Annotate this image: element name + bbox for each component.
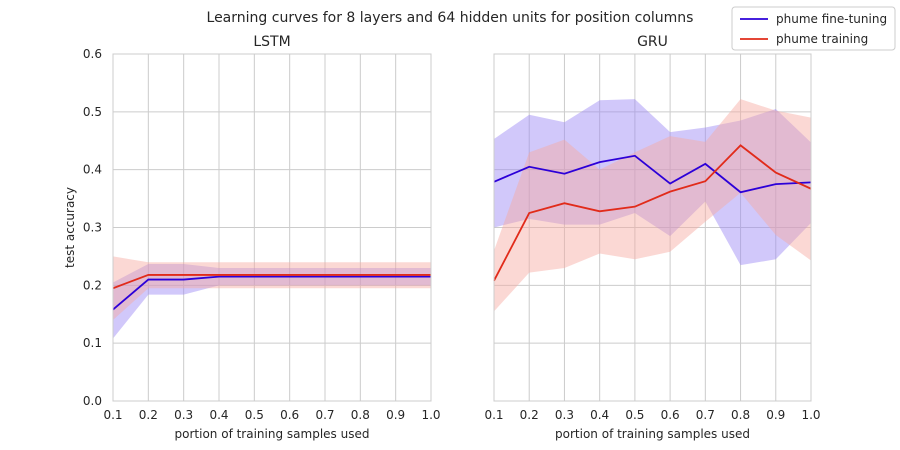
- axes-frame: [112, 53, 432, 402]
- x-tick-label: 0.2: [520, 408, 539, 422]
- band-training: [494, 99, 811, 312]
- panel-title: GRU: [637, 34, 668, 50]
- x-tick-label: 0.5: [245, 408, 264, 422]
- x-tick-label: 0.4: [209, 408, 228, 422]
- x-tick-label: 0.1: [484, 408, 503, 422]
- x-tick-label: 0.8: [731, 408, 750, 422]
- legend-label: phume training: [776, 32, 868, 46]
- legend-frame: [731, 6, 896, 51]
- y-tick-label: 0.2: [83, 278, 102, 292]
- axes-frame: [493, 53, 812, 402]
- y-tick-label: 0.0: [83, 394, 102, 408]
- legend-label: phume fine-tuning: [776, 12, 887, 26]
- band-fine-tuning: [113, 263, 431, 339]
- x-tick-label: 0.9: [766, 408, 785, 422]
- y-axis-label: test accuracy: [63, 187, 77, 268]
- y-tick-label: 0.4: [83, 163, 102, 177]
- series-line-training: [493, 144, 812, 282]
- x-tick-label: 0.6: [280, 408, 299, 422]
- band-training: [113, 256, 431, 321]
- x-tick-label: 0.8: [351, 408, 370, 422]
- x-tick-label: 0.5: [625, 408, 644, 422]
- band-fine-tuning: [494, 99, 811, 266]
- x-tick-label: 0.3: [174, 408, 193, 422]
- x-tick-label: 0.1: [103, 408, 122, 422]
- figure-suptitle: Learning curves for 8 layers and 64 hidd…: [207, 10, 694, 26]
- panel-title: LSTM: [253, 34, 290, 50]
- series-line-training: [112, 274, 431, 290]
- y-tick-label: 0.5: [83, 105, 102, 119]
- x-tick-label: 1.0: [801, 408, 820, 422]
- series-line-fine-tuning: [493, 154, 812, 194]
- x-tick-label: 0.7: [696, 408, 715, 422]
- panel-lstm: 0.1 0.2 0.3 0.4 0.5 0.6 0.7 0.8 0.9 1.00.00.10.20…: [63, 34, 441, 441]
- x-tick-label: 0.3: [555, 408, 574, 422]
- x-axis-label: portion of training samples used: [555, 427, 750, 441]
- x-tick-label: 0.2: [139, 408, 158, 422]
- y-tick-label: 0.6: [83, 47, 102, 61]
- x-axis-label: portion of training samples used: [175, 427, 370, 441]
- x-tick-label: 0.4: [590, 408, 609, 422]
- x-tick-label: 0.9: [386, 408, 405, 422]
- x-tick-label: 0.6: [661, 408, 680, 422]
- legend: phume fine-tuning phume training: [731, 6, 896, 51]
- y-tick-label: 0.3: [83, 221, 102, 235]
- x-tick-label: 1.0: [421, 408, 440, 422]
- x-tick-label: 0.7: [315, 408, 334, 422]
- series-line-fine-tuning: [112, 275, 431, 311]
- panel-gru: 0.1 0.2 0.3 0.4 0.5 0.6 0.7 0.8 0.9 1.0 GRU portion…: [484, 34, 820, 441]
- y-tick-label: 0.1: [83, 336, 102, 350]
